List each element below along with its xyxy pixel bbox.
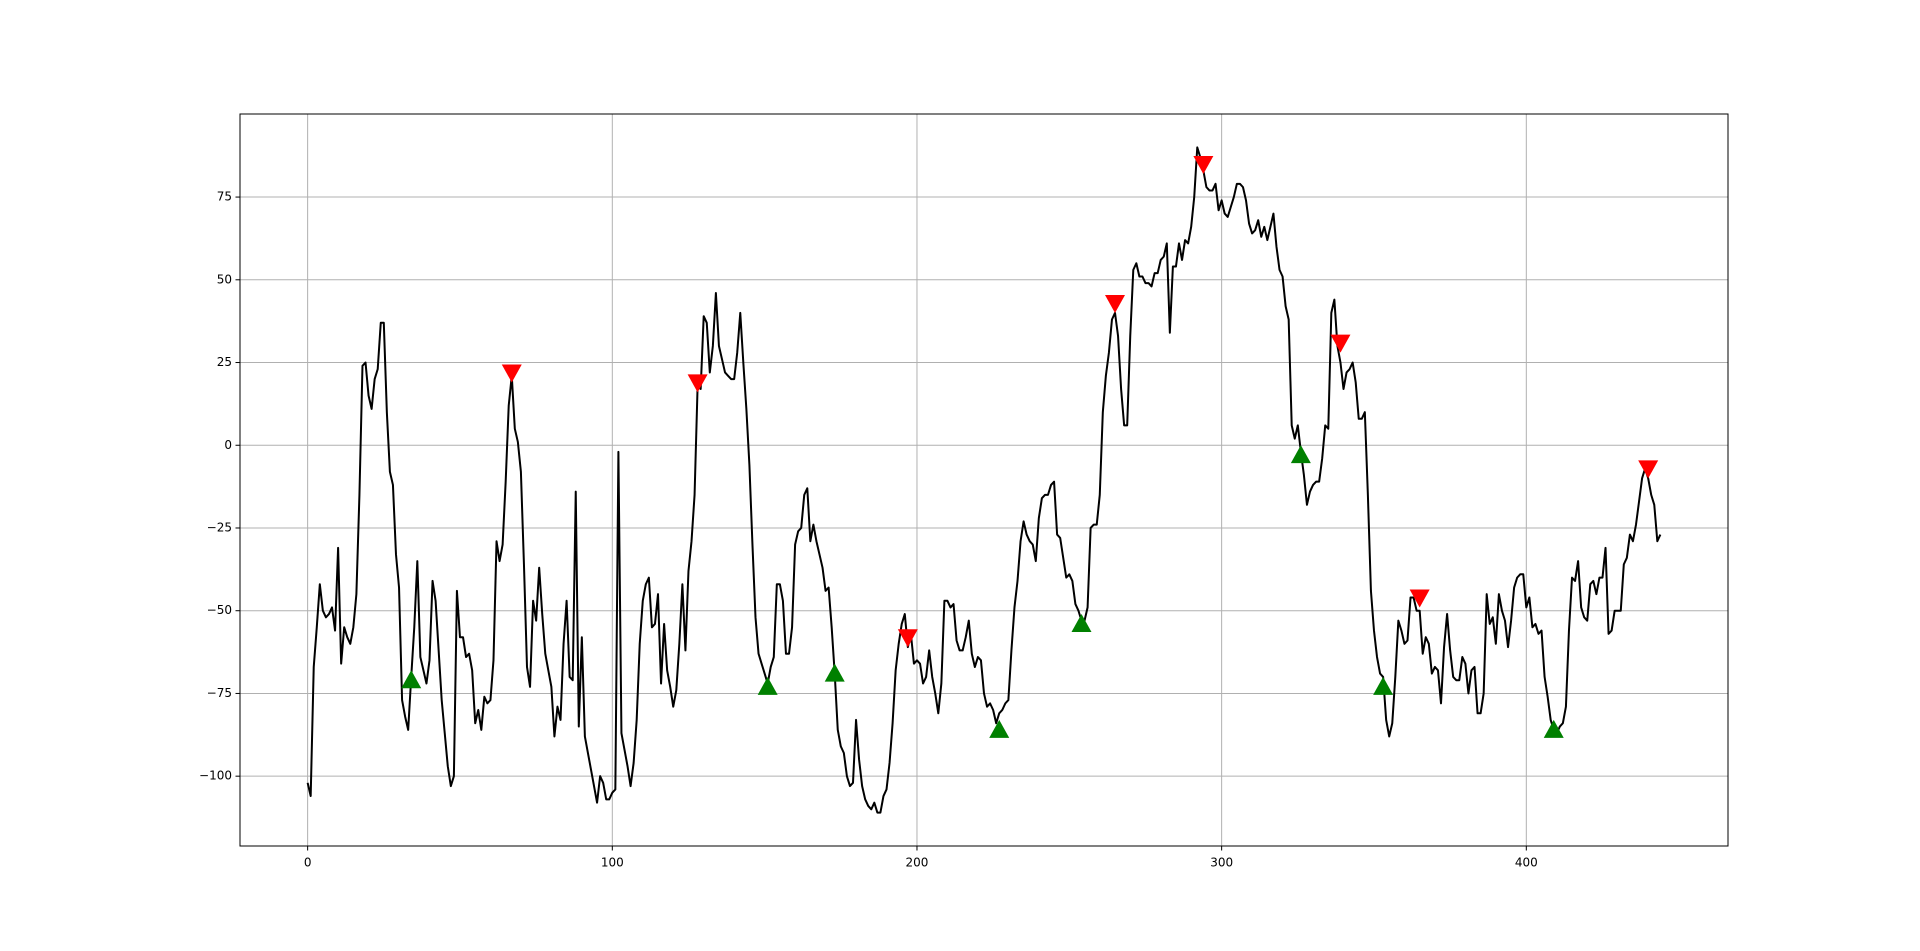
x-tick-label: 0	[304, 856, 312, 870]
y-tick-label: −25	[207, 520, 232, 534]
y-tick-label: 50	[217, 272, 232, 286]
sell-marker	[1193, 155, 1214, 174]
x-tick-label: 300	[1210, 856, 1233, 870]
buy-marker	[757, 676, 778, 695]
x-tick-label: 100	[601, 856, 624, 870]
y-tick-label: 0	[224, 438, 232, 452]
buy-marker	[401, 670, 422, 689]
sell-marker	[1638, 460, 1659, 479]
buy-marker	[1373, 676, 1394, 695]
y-tick-label: 75	[217, 190, 232, 204]
sell-marker	[897, 629, 918, 648]
buy-marker	[824, 663, 845, 682]
sell-marker	[501, 364, 522, 383]
y-tick-label: −50	[207, 603, 232, 617]
y-tick-label: 25	[217, 355, 232, 369]
sell-marker	[1105, 294, 1126, 313]
sell-marker	[1409, 589, 1430, 608]
plot-area	[306, 146, 1662, 814]
buy-marker	[989, 719, 1010, 738]
axes-frame	[239, 113, 1729, 847]
x-tick-label: 200	[906, 856, 929, 870]
y-tick-label: −100	[199, 769, 232, 783]
buy-marker	[1290, 445, 1311, 464]
buy-marker	[1543, 719, 1564, 738]
sell-marker	[1330, 334, 1351, 353]
data-line	[306, 146, 1662, 814]
buy-marker	[1071, 613, 1092, 632]
y-tick-label: −75	[207, 686, 232, 700]
sell-marker	[687, 374, 708, 393]
x-tick-label: 400	[1515, 856, 1538, 870]
